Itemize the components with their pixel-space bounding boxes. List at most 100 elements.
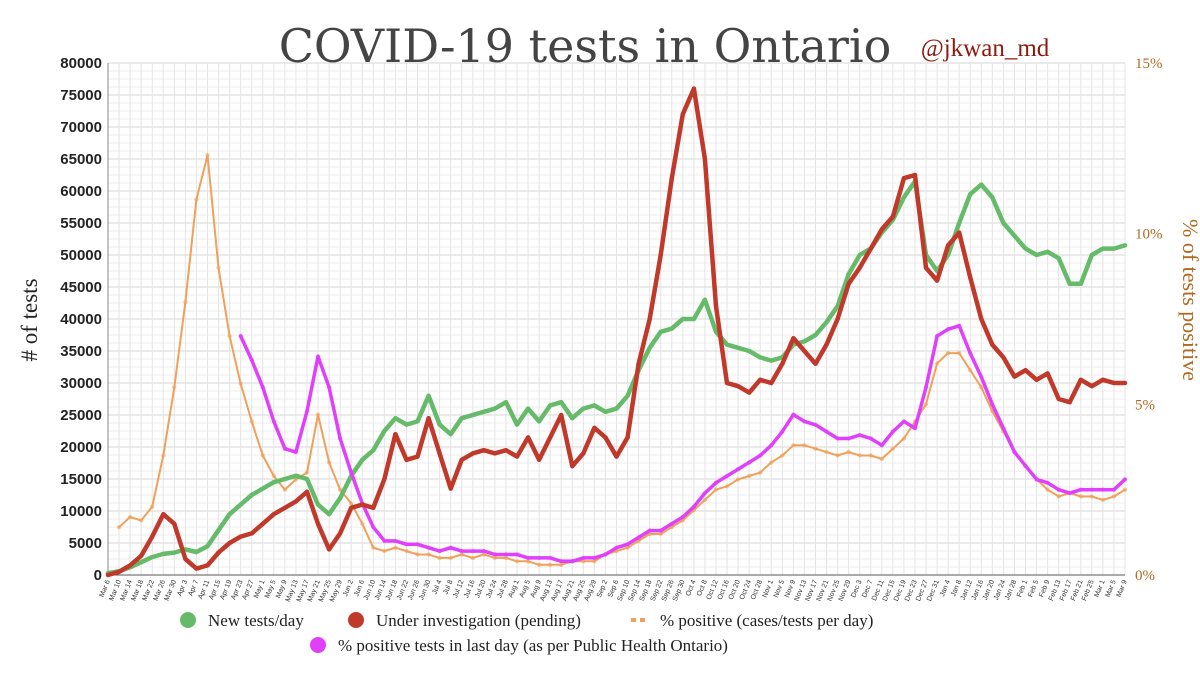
data-point	[945, 350, 951, 356]
data-point	[326, 385, 332, 390]
data-point	[835, 453, 840, 458]
data-point	[481, 548, 486, 554]
data-point	[813, 446, 818, 451]
data-point	[382, 476, 387, 482]
data-point	[349, 501, 354, 506]
data-point	[968, 350, 973, 356]
legend-label-2: Under investigation (pending)	[376, 611, 581, 630]
data-point	[404, 457, 409, 462]
data-point	[1001, 355, 1006, 360]
legend-marker-2	[348, 612, 364, 628]
data-point	[1012, 449, 1017, 455]
data-point	[1067, 281, 1072, 286]
data-point	[139, 518, 144, 523]
data-point	[525, 406, 531, 411]
data-point	[702, 497, 708, 503]
data-point	[791, 412, 796, 417]
data-point	[1034, 377, 1039, 382]
data-point	[249, 357, 254, 363]
data-point	[1078, 494, 1084, 499]
data-point	[747, 348, 752, 354]
data-point	[337, 496, 343, 501]
data-point	[514, 422, 520, 427]
data-point	[470, 548, 475, 554]
data-point	[271, 512, 276, 517]
data-point	[647, 528, 652, 533]
data-point	[559, 559, 564, 564]
data-point	[1012, 233, 1017, 238]
data-point	[912, 172, 918, 178]
data-point	[282, 487, 288, 492]
data-point	[470, 555, 475, 561]
data-point	[249, 531, 254, 536]
data-point	[150, 554, 155, 560]
data-point	[548, 435, 553, 440]
data-point	[404, 542, 409, 547]
data-point	[448, 432, 453, 437]
data-point	[127, 563, 133, 568]
y-tick-label: 25000	[60, 407, 102, 424]
data-point	[901, 436, 907, 441]
data-point	[1089, 384, 1095, 389]
data-point	[426, 393, 431, 398]
data-point	[901, 176, 907, 181]
data-point	[260, 521, 265, 526]
data-point	[536, 457, 542, 462]
data-point	[647, 345, 652, 350]
data-point	[824, 449, 829, 455]
data-point	[371, 448, 376, 453]
data-point	[470, 412, 475, 418]
data-point	[1034, 477, 1039, 482]
y-tick-label: 50000	[60, 247, 102, 264]
data-point	[724, 342, 730, 347]
data-point	[337, 487, 343, 492]
data-point	[879, 443, 884, 448]
data-point	[349, 470, 354, 475]
y-tick-label: 60000	[60, 183, 102, 200]
data-point	[570, 464, 575, 469]
data-point	[315, 521, 321, 526]
data-point	[304, 489, 310, 494]
data-point	[724, 484, 730, 489]
data-point	[658, 329, 663, 334]
data-point	[581, 451, 586, 456]
data-point	[293, 499, 299, 504]
data-point	[791, 443, 796, 448]
data-point	[813, 332, 818, 338]
data-point	[459, 552, 464, 557]
data-point	[1111, 487, 1117, 492]
data-point	[1001, 220, 1006, 226]
data-point	[780, 429, 785, 434]
y-tick-label: 55000	[60, 215, 102, 232]
legend-label-3: % positive (cases/tests per day)	[660, 611, 873, 630]
data-point	[1045, 480, 1050, 485]
data-point	[448, 545, 453, 550]
y-axis-label: # of tests	[17, 278, 42, 361]
data-point	[581, 406, 586, 411]
data-point	[791, 336, 796, 341]
data-point	[194, 566, 199, 571]
data-point	[459, 457, 464, 462]
data-point	[481, 448, 486, 453]
data-point	[945, 327, 951, 332]
data-point	[945, 243, 951, 248]
data-point	[979, 316, 984, 322]
data-point	[371, 545, 376, 550]
data-point	[758, 355, 763, 360]
data-point	[758, 470, 763, 475]
data-point	[503, 448, 509, 453]
data-point	[1056, 256, 1061, 261]
data-point	[139, 560, 144, 565]
data-point	[525, 559, 531, 564]
data-point	[260, 486, 265, 491]
data-point	[481, 552, 486, 557]
y-tick-label: 65000	[60, 151, 102, 168]
data-point	[415, 419, 420, 424]
data-point	[680, 316, 685, 322]
data-point	[548, 562, 553, 567]
data-point	[227, 333, 232, 339]
y-tick-label: 10000	[60, 503, 102, 520]
data-point	[713, 329, 719, 334]
data-point	[934, 278, 940, 283]
data-point	[658, 252, 663, 258]
